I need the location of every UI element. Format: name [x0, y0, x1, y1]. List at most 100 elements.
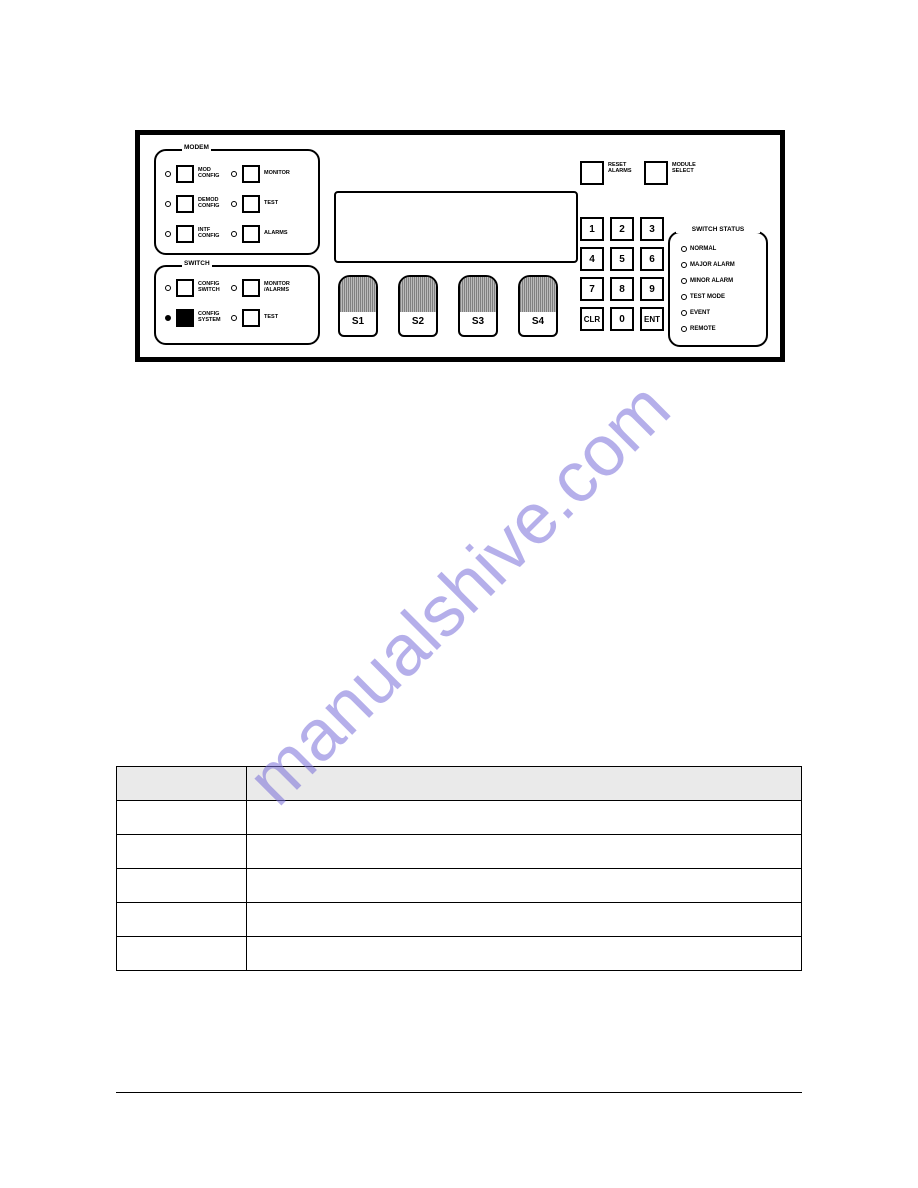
- status-test-mode: TEST MODE: [690, 294, 725, 300]
- status-major-alarm: MAJOR ALARM: [690, 262, 735, 268]
- table-header-row: [117, 767, 802, 801]
- modem-group: MODEM MOD CONFIG MONITOR DEMOD CONFIG TE…: [154, 149, 320, 255]
- status-minor-alarm: MINOR ALARM: [690, 278, 733, 284]
- data-table: [116, 766, 802, 971]
- table-row: [117, 835, 802, 869]
- table-cell: [117, 835, 247, 869]
- monitor-alarms-button[interactable]: [242, 279, 260, 297]
- led-icon: [165, 201, 171, 207]
- key-8[interactable]: 8: [610, 277, 634, 301]
- config-switch-button[interactable]: [176, 279, 194, 297]
- status-row: REMOTE: [670, 321, 766, 337]
- status-event: EVENT: [690, 310, 710, 316]
- led-icon: [165, 171, 171, 177]
- modem-row: INTF CONFIG ALARMS: [156, 219, 318, 249]
- led-icon: [681, 278, 687, 284]
- led-icon: [231, 201, 237, 207]
- led-icon: [681, 310, 687, 316]
- switch-test-button[interactable]: [242, 309, 260, 327]
- status-row: NORMAL: [670, 241, 766, 257]
- demod-config-label: DEMOD CONFIG: [198, 198, 228, 210]
- softkey-s1-label: S1: [340, 316, 376, 327]
- status-row: MINOR ALARM: [670, 273, 766, 289]
- key-ent[interactable]: ENT: [640, 307, 664, 331]
- led-icon: [681, 262, 687, 268]
- softkey-s3[interactable]: S3: [458, 275, 498, 337]
- softkey-s2[interactable]: S2: [398, 275, 438, 337]
- key-9[interactable]: 9: [640, 277, 664, 301]
- lcd-display: [334, 191, 578, 263]
- reset-alarms-button[interactable]: [580, 161, 604, 185]
- test-button[interactable]: [242, 195, 260, 213]
- config-system-label: CONFIG SYSTEM: [198, 312, 228, 324]
- led-icon: [231, 315, 237, 321]
- softkey-s3-label: S3: [460, 316, 496, 327]
- table-header-cell: [247, 767, 802, 801]
- led-icon: [231, 231, 237, 237]
- switch-group-title: SWITCH: [182, 260, 212, 267]
- table-cell: [117, 903, 247, 937]
- config-system-button[interactable]: [176, 309, 194, 327]
- key-0[interactable]: 0: [610, 307, 634, 331]
- key-2[interactable]: 2: [610, 217, 634, 241]
- led-icon: [231, 171, 237, 177]
- monitor-button[interactable]: [242, 165, 260, 183]
- led-icon: [165, 315, 171, 321]
- table-cell: [117, 869, 247, 903]
- key-7[interactable]: 7: [580, 277, 604, 301]
- table-row: [117, 937, 802, 971]
- switch-row: CONFIG SYSTEM TEST: [156, 303, 318, 333]
- intf-config-button[interactable]: [176, 225, 194, 243]
- key-5[interactable]: 5: [610, 247, 634, 271]
- modem-group-title: MODEM: [182, 144, 211, 151]
- led-icon: [681, 246, 687, 252]
- key-clr[interactable]: CLR: [580, 307, 604, 331]
- monitor-alarms-label: MONITOR /ALARMS: [264, 282, 294, 294]
- mod-config-label: MOD CONFIG: [198, 168, 228, 180]
- module-select-button[interactable]: [644, 161, 668, 185]
- key-1[interactable]: 1: [580, 217, 604, 241]
- switch-group: SWITCH CONFIG SWITCH MONITOR /ALARMS CON…: [154, 265, 320, 345]
- config-switch-label: CONFIG SWITCH: [198, 282, 228, 294]
- softkey-s1[interactable]: S1: [338, 275, 378, 337]
- intf-config-label: INTF CONFIG: [198, 228, 228, 240]
- table-cell: [247, 903, 802, 937]
- footer-divider: [116, 1092, 802, 1093]
- softkey-s4-label: S4: [520, 316, 556, 327]
- watermark-text: manualshive.com: [232, 367, 686, 821]
- device-front-panel: MODEM MOD CONFIG MONITOR DEMOD CONFIG TE…: [135, 130, 785, 362]
- alarms-button[interactable]: [242, 225, 260, 243]
- led-icon: [681, 294, 687, 300]
- switch-status-group: SWITCH STATUS NORMAL MAJOR ALARM MINOR A…: [668, 231, 768, 347]
- table-header-cell: [117, 767, 247, 801]
- modem-row: DEMOD CONFIG TEST: [156, 189, 318, 219]
- table-cell: [247, 801, 802, 835]
- table-row: [117, 801, 802, 835]
- table-cell: [247, 835, 802, 869]
- key-4[interactable]: 4: [580, 247, 604, 271]
- table-row: [117, 903, 802, 937]
- monitor-label: MONITOR: [264, 171, 294, 177]
- table-cell: [117, 937, 247, 971]
- status-row: MAJOR ALARM: [670, 257, 766, 273]
- table-row: [117, 869, 802, 903]
- switch-row: CONFIG SWITCH MONITOR /ALARMS: [156, 273, 318, 303]
- demod-config-button[interactable]: [176, 195, 194, 213]
- softkey-s4[interactable]: S4: [518, 275, 558, 337]
- modem-row: MOD CONFIG MONITOR: [156, 159, 318, 189]
- table-cell: [117, 801, 247, 835]
- status-remote: REMOTE: [690, 326, 716, 332]
- key-3[interactable]: 3: [640, 217, 664, 241]
- status-row: EVENT: [670, 305, 766, 321]
- led-icon: [231, 285, 237, 291]
- table-cell: [247, 937, 802, 971]
- key-6[interactable]: 6: [640, 247, 664, 271]
- test-label: TEST: [264, 201, 294, 207]
- led-icon: [165, 231, 171, 237]
- softkey-s2-label: S2: [400, 316, 436, 327]
- switch-test-label: TEST: [264, 315, 294, 321]
- module-select-label: MODULE SELECT: [672, 163, 696, 175]
- mod-config-button[interactable]: [176, 165, 194, 183]
- alarms-label: ALARMS: [264, 231, 294, 237]
- table-cell: [247, 869, 802, 903]
